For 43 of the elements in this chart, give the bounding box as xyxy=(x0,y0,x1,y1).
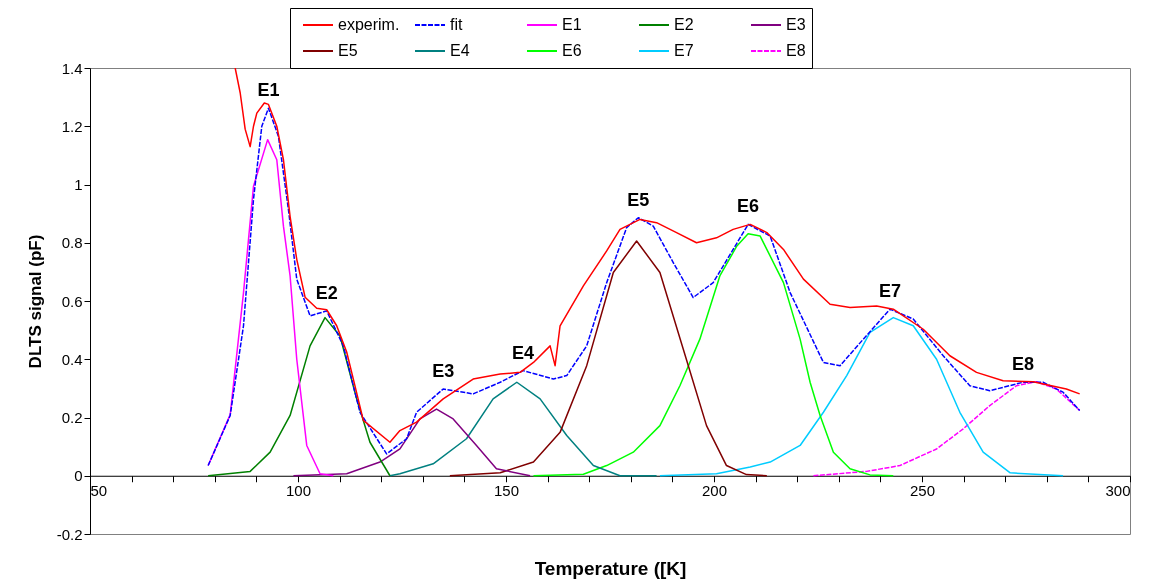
line-series xyxy=(659,316,1064,477)
y-tick-label: 1 xyxy=(74,176,83,193)
x-tick-label: 300 xyxy=(1105,482,1131,500)
annotation: E1 xyxy=(257,80,280,101)
legend-label: E6 xyxy=(562,42,582,59)
annotation: E7 xyxy=(878,281,901,302)
x-tick-label: 200 xyxy=(701,482,728,500)
legend-label: E5 xyxy=(338,42,358,59)
line-series xyxy=(207,138,335,477)
legend-label: E3 xyxy=(786,16,806,33)
y-axis-title: DLTS signal (pF) xyxy=(25,234,45,369)
y-tick-label: -0.2 xyxy=(56,525,83,543)
y-tick-label: 1.2 xyxy=(61,117,83,135)
legend-label: fit xyxy=(450,16,463,33)
line-series xyxy=(207,107,1081,467)
annotation: E3 xyxy=(432,360,455,381)
legend-label: E4 xyxy=(450,42,470,59)
annotation: E8 xyxy=(1012,354,1035,375)
y-tick-label: 0.8 xyxy=(61,234,83,252)
x-tick-label: 250 xyxy=(909,482,936,500)
x-tick-label: 150 xyxy=(493,482,520,500)
y-tick-label: 0.2 xyxy=(61,409,83,426)
line-series xyxy=(207,316,391,477)
legend-label: E8 xyxy=(786,42,806,59)
annotation: E4 xyxy=(512,342,535,363)
x-tick-label: 50 xyxy=(90,482,108,500)
x-axis-title: Temperature ([K] xyxy=(534,557,687,579)
legend-label: E2 xyxy=(674,16,694,33)
y-tick-label: 0.6 xyxy=(61,292,83,310)
legend-label: experim. xyxy=(338,16,400,33)
y-tick-label: 1.4 xyxy=(61,59,83,77)
y-tick-label: 0 xyxy=(74,467,83,485)
line-series xyxy=(812,380,1081,477)
y-tick-label: 0.4 xyxy=(61,350,83,368)
line-series xyxy=(389,381,658,477)
x-tick-label: 100 xyxy=(285,482,312,500)
legend-label: E1 xyxy=(562,16,582,33)
annotation: E2 xyxy=(315,282,338,303)
line-series xyxy=(292,408,531,477)
annotation: E5 xyxy=(627,189,650,210)
annotation: E6 xyxy=(737,196,760,217)
legend-label: E7 xyxy=(674,42,694,59)
line-series xyxy=(234,68,1081,444)
